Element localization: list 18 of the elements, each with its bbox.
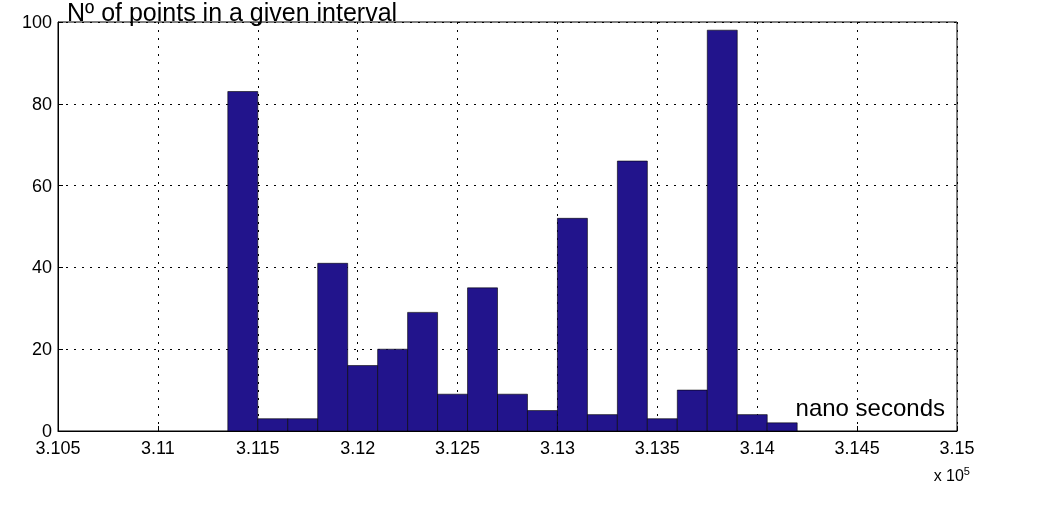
x-tick-label: 3.105 [35, 438, 81, 458]
y-tick-label: 40 [31, 257, 52, 278]
y-tick-label: 80 [31, 93, 52, 114]
x-axis-title: nano seconds [795, 393, 945, 421]
x-tick-label: 3.115 [235, 438, 280, 458]
x-tick-label: 3.11 [141, 438, 175, 458]
y-tick-label: 60 [31, 175, 52, 196]
chart-title: Nº of points in a given interval [67, 0, 398, 26]
y-tick-label: 0 [41, 421, 52, 441]
y-tick-label: 20 [31, 339, 52, 360]
x-tick-label: 3.14 [739, 438, 775, 458]
x-tick-label: 3.125 [435, 438, 481, 458]
x-tick-label: 3.15 [939, 438, 975, 458]
x-tick-label: 3.12 [340, 438, 376, 458]
x-tick-label: 3.13 [539, 438, 575, 458]
x-tick-label: 3.145 [834, 438, 880, 458]
x-tick-label: 3.135 [634, 438, 680, 458]
y-tick-label: 100 [21, 12, 52, 32]
